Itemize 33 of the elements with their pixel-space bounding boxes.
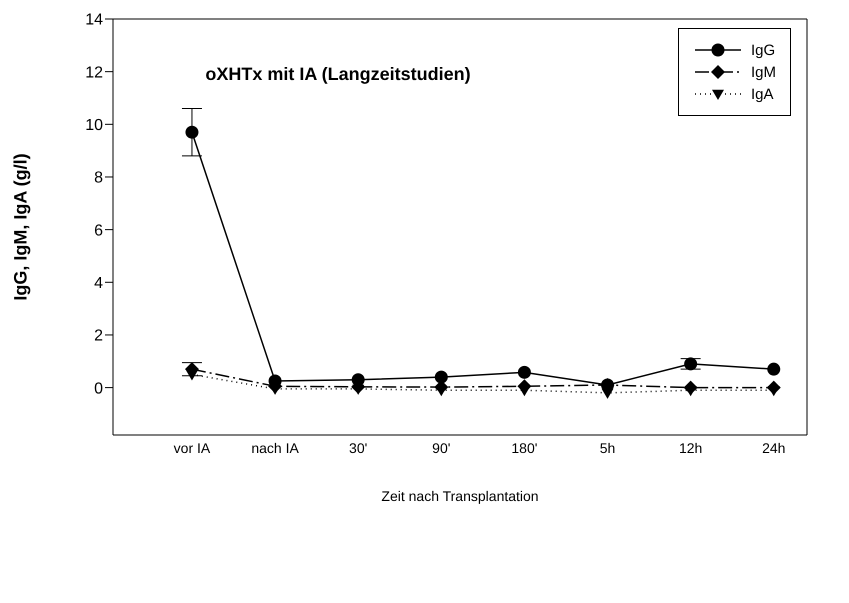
x-tick-label: nach IA <box>251 440 300 456</box>
point <box>684 386 697 396</box>
y-tick-label: 4 <box>94 274 104 292</box>
point <box>768 386 780 396</box>
y-axis-title: IgG, IgM, IgA (g/l) <box>10 153 30 301</box>
x-axis-title: Zeit nach Transplantation <box>381 488 539 504</box>
point <box>684 357 698 370</box>
y-tick-label: 12 <box>85 64 104 82</box>
y-tick-label: 2 <box>94 328 104 345</box>
point <box>518 366 531 379</box>
y-tick-label: 0 <box>94 380 104 398</box>
point <box>767 362 780 376</box>
point <box>435 386 448 396</box>
x-tick-label: 12h <box>678 440 702 456</box>
y-tick-label: 6 <box>94 222 104 240</box>
point <box>352 384 364 395</box>
legend-label: IgA <box>750 86 774 102</box>
point <box>185 126 198 139</box>
y-tick-label: 14 <box>85 12 104 29</box>
x-tick-label: 180' <box>511 440 538 456</box>
x-tick-label: vor IA <box>174 440 211 456</box>
y-tick-label: 8 <box>94 170 104 187</box>
x-tick-label: 30' <box>349 440 368 456</box>
point <box>434 370 448 384</box>
point <box>186 370 198 380</box>
x-tick-label: 24h <box>762 440 786 456</box>
legend-label: IgG <box>750 42 776 58</box>
y-tick-label: 10 <box>85 116 104 134</box>
legend-label: IgM <box>750 64 776 80</box>
text: oXHTx mit IA (Langzeitstudien) <box>204 64 472 85</box>
x-tick-label: 5h <box>600 440 616 456</box>
point <box>602 388 614 399</box>
x-tick-label: 90' <box>432 440 450 456</box>
